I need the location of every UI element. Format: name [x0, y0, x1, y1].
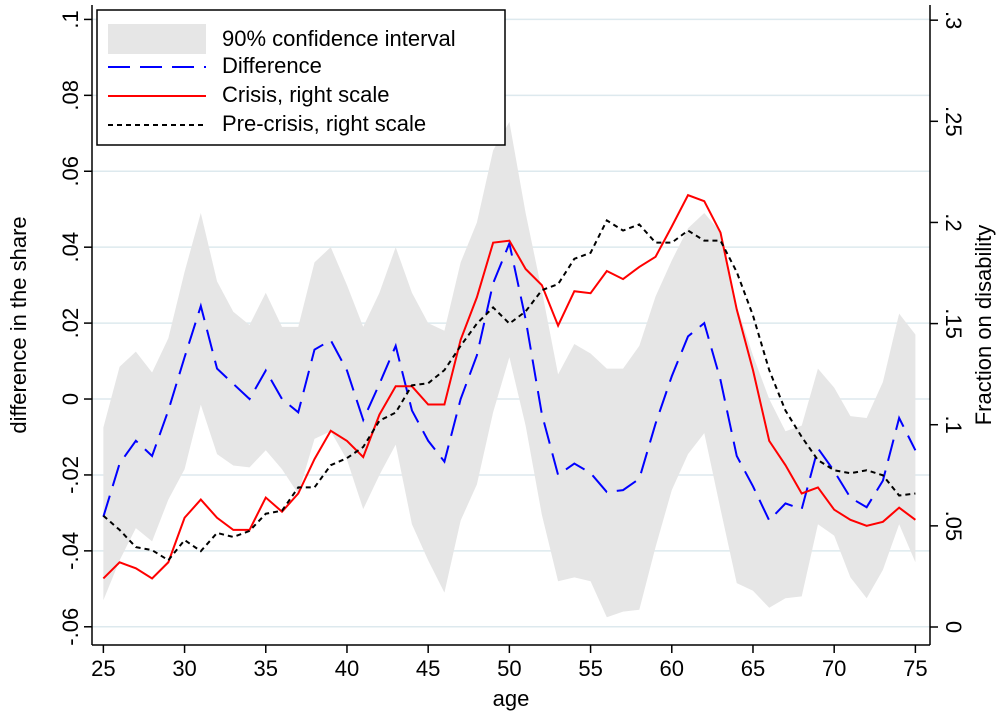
- y2-tick-label: .2: [941, 213, 966, 231]
- x-tick-label: 35: [254, 656, 278, 681]
- x-tick-label: 40: [335, 656, 359, 681]
- y2-tick-label: .05: [941, 511, 966, 542]
- legend-label: Difference: [222, 53, 322, 78]
- legend-label: Pre-crisis, right scale: [222, 111, 426, 136]
- y2-axis-title: Fraction on disability: [971, 225, 996, 426]
- y2-tick-label: .25: [941, 106, 966, 137]
- y-tick-label: .1: [58, 10, 83, 28]
- legend-label: Crisis, right scale: [222, 82, 389, 107]
- y-tick-label: -.04: [58, 532, 83, 570]
- series-line: [102, 218, 916, 562]
- series-line: [102, 193, 916, 580]
- y-tick-label: .08: [58, 80, 83, 111]
- x-axis-title: age: [493, 686, 530, 711]
- y-tick-label: -.06: [58, 608, 83, 646]
- y-tick-label: .06: [58, 156, 83, 187]
- x-tick-label: 25: [91, 656, 115, 681]
- y-tick-label: 0: [58, 393, 83, 405]
- y-tick-label: .02: [58, 308, 83, 339]
- x-tick-label: 60: [660, 656, 684, 681]
- x-tick-label: 75: [903, 656, 927, 681]
- y2-tick-label: .3: [941, 11, 966, 29]
- y2-tick-label: .15: [941, 308, 966, 339]
- y2-tick-label: .1: [941, 416, 966, 434]
- x-tick-label: 45: [416, 656, 440, 681]
- legend-label: 90% confidence interval: [222, 26, 456, 51]
- y-axis-title: difference in the share: [6, 216, 31, 433]
- x-tick-label: 50: [497, 656, 521, 681]
- series-line: [102, 240, 917, 523]
- x-tick-label: 30: [172, 656, 196, 681]
- confidence-band: [103, 121, 916, 618]
- y-tick-label: -.02: [58, 456, 83, 494]
- x-tick-label: 70: [822, 656, 846, 681]
- x-tick-label: 65: [741, 656, 765, 681]
- x-tick-label: 55: [578, 656, 602, 681]
- y-tick-label: .04: [58, 232, 83, 263]
- y2-tick-label: 0: [941, 621, 966, 633]
- legend-swatch: [108, 24, 206, 54]
